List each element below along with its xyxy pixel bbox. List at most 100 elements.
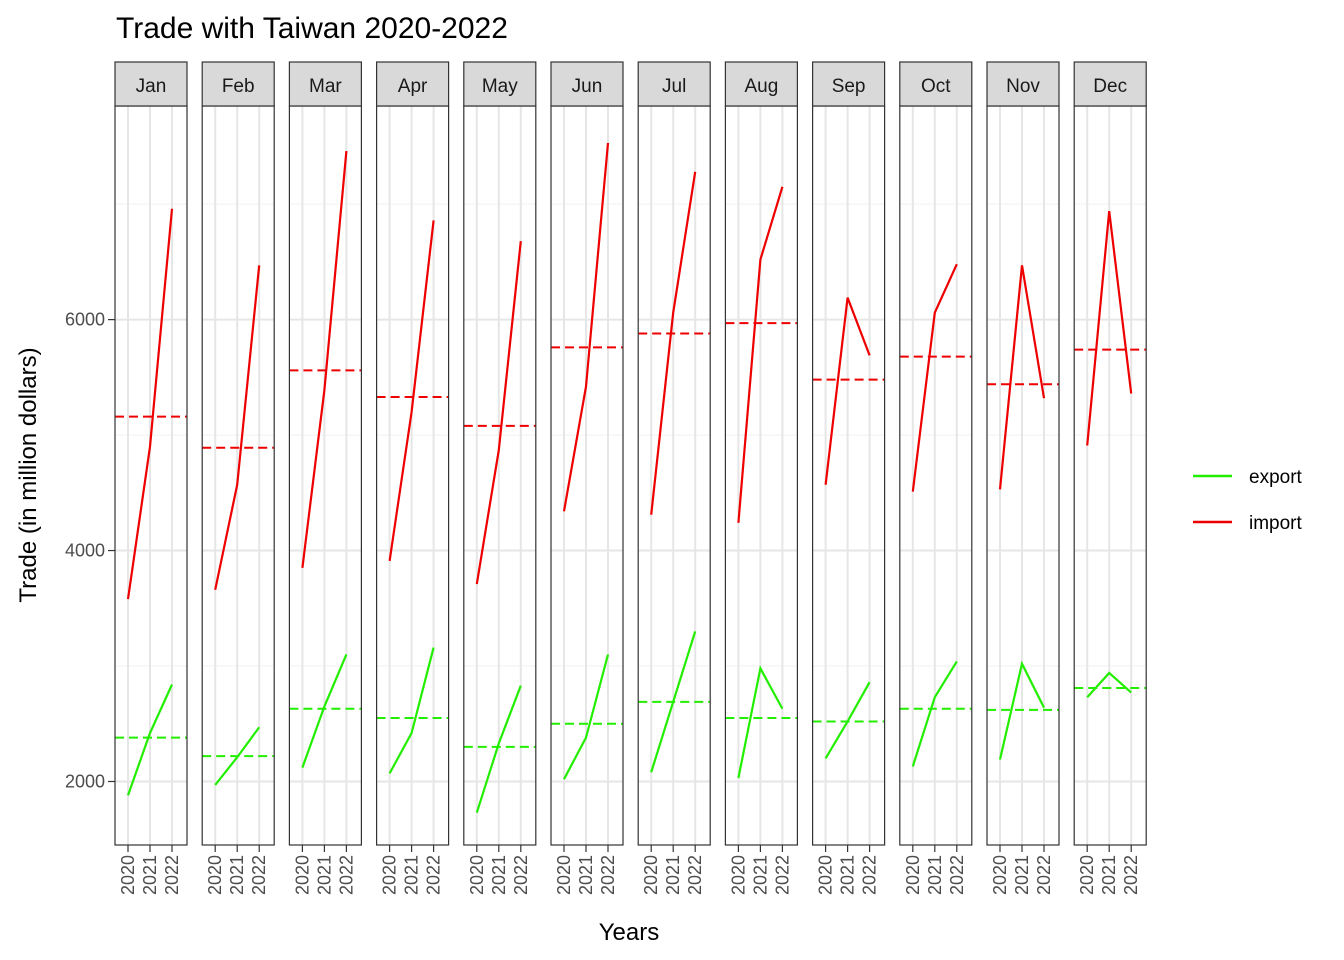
facet-panel-nov: Nov 2020 2021 2022: [986, 61, 1060, 895]
strip-label: Mar: [309, 76, 342, 97]
export-line: [650, 631, 697, 773]
facet-panel-sep: Sep 2020 2021 2022: [811, 61, 886, 895]
x-tick-label: 2021: [750, 855, 770, 895]
import-line: [1086, 210, 1133, 446]
legend-label-import: import: [1249, 513, 1303, 534]
strip-background: [637, 61, 711, 107]
facet-panel-apr: Apr 2020 2021 2022: [376, 61, 450, 895]
x-tick-label: 2020: [554, 855, 574, 895]
x-tick-label: 2021: [838, 855, 858, 895]
x-tick-label: 2022: [685, 855, 705, 895]
x-tick-label: 2022: [598, 855, 618, 895]
facet-panel-oct: Oct 2020 2021 2022: [899, 61, 973, 895]
y-tick-label: 6000: [65, 310, 105, 330]
export-line: [911, 660, 958, 767]
export-line: [737, 665, 784, 779]
x-tick-label: 2021: [402, 855, 422, 895]
x-tick-label: 2022: [162, 855, 182, 895]
x-tick-label: 2022: [1121, 855, 1141, 895]
x-tick-label: 2020: [990, 855, 1010, 895]
x-tick-label: 2020: [118, 855, 138, 895]
x-tick-label: 2022: [511, 855, 531, 895]
x-tick-label: 2022: [336, 855, 356, 895]
strip-background: [463, 61, 537, 107]
y-tick-label: 4000: [65, 541, 105, 561]
import-line: [911, 263, 958, 492]
x-tick-label: 2020: [728, 855, 748, 895]
export-line: [563, 654, 610, 780]
export-line: [214, 726, 261, 786]
import-line: [737, 186, 784, 523]
strip-background: [376, 61, 450, 107]
facet-panel-dec: Dec 2020 2021 2022: [1073, 61, 1147, 895]
legend-label-export: export: [1249, 467, 1303, 488]
import-line: [214, 265, 261, 591]
facet-panel-jan: Jan 2020 2021 2022: [114, 61, 188, 895]
x-tick-label: 2020: [816, 855, 836, 895]
export-line: [301, 654, 348, 769]
facet-panel-feb: Feb 2020 2021 2022: [201, 61, 275, 895]
x-tick-label: 2022: [249, 855, 269, 895]
facet-panel-mar: Mar 2020 2021 2022: [288, 61, 362, 895]
export-line: [1086, 671, 1132, 698]
strip-label: Oct: [921, 76, 951, 97]
y-tick-labels: 2000 4000 6000: [65, 310, 115, 791]
strip-background: [724, 61, 799, 107]
x-tick-label: 2021: [925, 855, 945, 895]
strip-label: Jul: [662, 76, 686, 97]
x-tick-label: 2020: [467, 855, 487, 895]
strip-background: [288, 61, 362, 107]
x-tick-label: 2021: [1012, 855, 1032, 895]
export-line: [126, 684, 174, 796]
facet-panel-jul: Jul 2020 2021 2022: [637, 61, 711, 895]
x-tick-label: 2020: [292, 855, 312, 895]
strip-label: Nov: [1006, 76, 1040, 97]
import-line: [824, 297, 871, 485]
x-tick-label: 2022: [947, 855, 967, 895]
x-tick-label: 2022: [860, 855, 880, 895]
y-axis-title: Trade (in million dollars): [15, 347, 42, 602]
strip-background: [201, 61, 275, 107]
x-tick-label: 2020: [903, 855, 923, 895]
strip-label: Jan: [136, 76, 167, 97]
import-line: [650, 171, 697, 515]
x-tick-label: 2021: [663, 855, 683, 895]
strip-label: Feb: [222, 76, 255, 97]
export-line: [475, 685, 522, 814]
x-tick-label: 2020: [641, 855, 661, 895]
export-line: [388, 647, 435, 774]
strip-background: [114, 61, 188, 107]
strip-label: Jun: [572, 76, 603, 97]
import-line: [475, 240, 522, 585]
x-tick-label: 2021: [140, 855, 160, 895]
strip-background: [899, 61, 973, 107]
x-tick-label: 2022: [772, 855, 792, 895]
strip-background: [550, 61, 624, 107]
x-axis-title: Years: [599, 919, 660, 946]
x-tick-label: 2020: [380, 855, 400, 895]
x-tick-label: 2021: [314, 855, 334, 895]
y-tick-label: 2000: [65, 771, 105, 791]
import-line: [388, 220, 435, 562]
chart-title: Trade with Taiwan 2020-2022: [116, 12, 508, 45]
x-tick-label: 2022: [1034, 855, 1054, 895]
facet-panel-aug: Aug 2020 2021 2022: [724, 61, 799, 895]
import-line: [301, 150, 348, 569]
strip-label: Dec: [1093, 76, 1127, 97]
import-line: [562, 142, 610, 512]
export-line: [998, 660, 1045, 760]
x-tick-label: 2020: [205, 855, 225, 895]
x-tick-label: 2021: [1099, 855, 1119, 895]
x-tick-label: 2021: [227, 855, 247, 895]
strip-background: [986, 61, 1060, 107]
strip-background: [1073, 61, 1147, 107]
legend: export import: [1193, 467, 1303, 534]
strip-label: Apr: [398, 76, 428, 97]
import-line: [998, 265, 1046, 490]
import-line: [126, 208, 174, 600]
export-line: [824, 681, 871, 759]
x-tick-label: 2021: [489, 855, 509, 895]
x-tick-label: 2021: [576, 855, 596, 895]
